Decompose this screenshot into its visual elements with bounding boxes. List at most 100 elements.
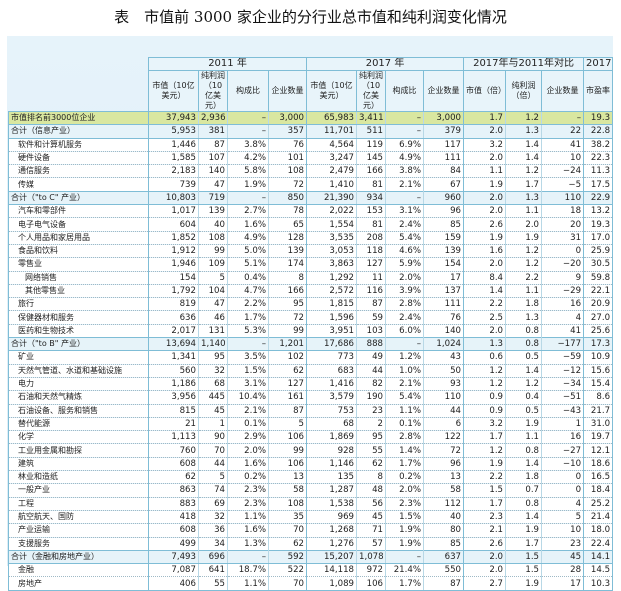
cell-count-2011: 522	[267, 563, 307, 578]
table-row: 医药和生物技术 2,017 131 5.3% 99 3,951 103 6.0% 140 2.0 0…	[8, 324, 614, 339]
cell-count-change: 4	[541, 497, 584, 511]
cell-net-profit-2011: 90	[198, 430, 228, 445]
cell-net-profit-2011: 99	[198, 244, 228, 259]
cell-net-profit-2011: 40	[198, 217, 228, 232]
cell-pe-2017: 25.6	[583, 324, 614, 339]
cell-count-2011: 99	[267, 443, 307, 458]
cell-count-2017: 44	[423, 404, 464, 418]
cell-net-profit-2017: 44	[356, 364, 386, 378]
cell-market-cap-2011: 608	[148, 523, 199, 538]
cell-count-2017: 96	[423, 457, 464, 472]
cell-market-cap-2011: 760	[148, 443, 199, 458]
cell-count-2017: 67	[423, 177, 464, 192]
cell-count-2017: 112	[423, 497, 464, 511]
cell-count-2017: 96	[423, 204, 464, 219]
cell-share-2011: 1.7%	[227, 310, 269, 325]
column-header-market-cap-2011: 市值（10亿美元）	[148, 70, 199, 112]
cell-share-2011: 1.6%	[227, 523, 269, 538]
cell-market-cap-ratio: 2.7	[463, 576, 506, 591]
cell-market-cap-ratio: 1.3	[463, 337, 506, 352]
cell-count-2017: 117	[423, 138, 464, 152]
cell-market-cap-2017: 2,479	[306, 164, 357, 179]
table-row: 通信服务 2,183 140 5.8% 108 2,479 166 3.8% 84 1.1 1.2−…	[8, 164, 614, 179]
cell-market-cap-ratio: 1.9	[463, 457, 506, 472]
row-label: 金融	[8, 563, 149, 578]
cell-net-profit-ratio: 1.4	[505, 138, 542, 152]
group-2017-pe: 2017 年	[583, 57, 614, 71]
cell-count-change: 1	[541, 417, 584, 432]
cell-net-profit-ratio: 1.8	[505, 470, 542, 485]
cell-net-profit-ratio: 1.7	[505, 537, 542, 551]
label-header	[9, 58, 149, 112]
row-label: 合计（金融和房地产业）	[8, 549, 149, 565]
cell-share-2011: 18.7%	[227, 563, 269, 578]
industry-market-cap-table: 2011 年 2017 年 2017年与2011年对比 2017 年 市值（10…	[8, 57, 614, 591]
cell-share-2011: 0.2%	[227, 470, 269, 485]
cell-pe-2017: 8.6	[583, 390, 614, 405]
cell-share-2011: 1.5%	[227, 364, 269, 378]
row-label: 产业运输	[8, 523, 149, 538]
cell-share-2011: –	[227, 549, 269, 565]
row-label: 林业和造纸	[8, 470, 149, 485]
cell-market-cap-2011: 608	[148, 457, 199, 472]
cell-pe-2017: 17.5	[583, 177, 614, 192]
row-label: 医药和生物技术	[8, 324, 149, 339]
cell-net-profit-2011: 47	[198, 177, 228, 192]
cell-net-profit-ratio: 0.7	[505, 483, 542, 498]
cell-pe-2017: 15.6	[583, 364, 614, 378]
table-row: 建筑 608 44 1.6% 106 1,146 62 1.7% 96 1.9 1.4 −10 18.6	[8, 457, 614, 472]
cell-net-profit-2011: 74	[198, 483, 228, 498]
cell-count-2011: 70	[267, 576, 307, 591]
cell-market-cap-2011: 13,694	[148, 337, 199, 352]
cell-net-profit-ratio: 1.5	[505, 563, 542, 578]
cell-count-2011: 108	[267, 497, 307, 511]
cell-net-profit-2011: 107	[198, 151, 228, 166]
cell-count-2017: 110	[423, 390, 464, 405]
cell-market-cap-ratio: 1.9	[463, 231, 506, 245]
cell-market-cap-ratio: 1.5	[463, 483, 506, 498]
cell-net-profit-ratio: 1.9	[505, 523, 542, 538]
cell-share-2017: 1.9%	[385, 523, 424, 538]
cell-net-profit-2017: 45	[356, 510, 386, 525]
cell-count-2017: 85	[423, 537, 464, 551]
cell-count-2017: 154	[423, 257, 464, 272]
cell-net-profit-ratio: 1.9	[505, 417, 542, 432]
cell-count-change: 18	[541, 204, 584, 219]
cell-share-2017: 2.8%	[385, 430, 424, 445]
cell-count-change: 110	[541, 190, 584, 206]
column-header-pe-2017: 市盈率	[583, 70, 614, 112]
subtotal-row: 合计（金融和房地产业） 7,493 696–592 15,207 1,078–637 2.…	[8, 549, 614, 565]
cell-pe-2017: 12.1	[583, 443, 614, 458]
cell-net-profit-2011: 45	[198, 404, 228, 418]
cell-net-profit-2011: 95	[198, 350, 228, 365]
cell-share-2017: 0.1%	[385, 417, 424, 432]
table-row: 林业和造纸 62 5 0.2% 13 135 8 0.2% 13 2.2 1.8 0 16.5	[8, 470, 614, 485]
cell-count-change: 41	[541, 138, 584, 152]
cell-market-cap-2017: 1,292	[306, 271, 357, 285]
cell-net-profit-ratio: 0.8	[505, 443, 542, 458]
cell-net-profit-ratio: 1.4	[505, 457, 542, 472]
table-row: 食品和饮料 1,912 99 5.0% 139 3,053 118 4.6% 139 1.6 1.2…	[8, 244, 614, 259]
cell-count-2017: 137	[423, 284, 464, 299]
cell-share-2011: 0.1%	[227, 417, 269, 432]
table-row: 支援服务 499 34 1.3% 62 1,276 57 1.9% 85 2.6 1.7 23 22.4	[8, 537, 614, 551]
cell-count-2017: 379	[423, 124, 464, 139]
cell-count-change: 41	[541, 324, 584, 339]
table-row: 软件和计算机服务 1,446 87 3.8% 76 4,564 119 6.9% 117 3.2 1…	[8, 138, 614, 152]
cell-net-profit-2017: 48	[356, 483, 386, 498]
cell-market-cap-2011: 636	[148, 310, 199, 325]
cell-count-2011: 78	[267, 204, 307, 219]
cell-pe-2017: 19.3	[583, 217, 614, 232]
cell-market-cap-ratio: 1.1	[463, 164, 506, 179]
row-label: 工业用金属和勘探	[8, 443, 149, 458]
cell-count-change: 20	[541, 217, 584, 232]
cell-net-profit-2017: 118	[356, 244, 386, 259]
cell-share-2011: –	[227, 190, 269, 206]
cell-market-cap-2017: 135	[306, 470, 357, 485]
cell-count-change: 0	[541, 483, 584, 498]
cell-net-profit-2017: 1,078	[356, 549, 386, 565]
table-row: 保健器材和服务 636 46 1.7% 72 1,596 59 2.4% 76 2.5 1.3 4 27…	[8, 310, 614, 325]
cell-net-profit-2017: 59	[356, 310, 386, 325]
cell-count-2017: 85	[423, 217, 464, 232]
subtotal-row: 合计（"to B" 产业） 13,694 1,140–1,201 17,686 888–…	[8, 337, 614, 352]
